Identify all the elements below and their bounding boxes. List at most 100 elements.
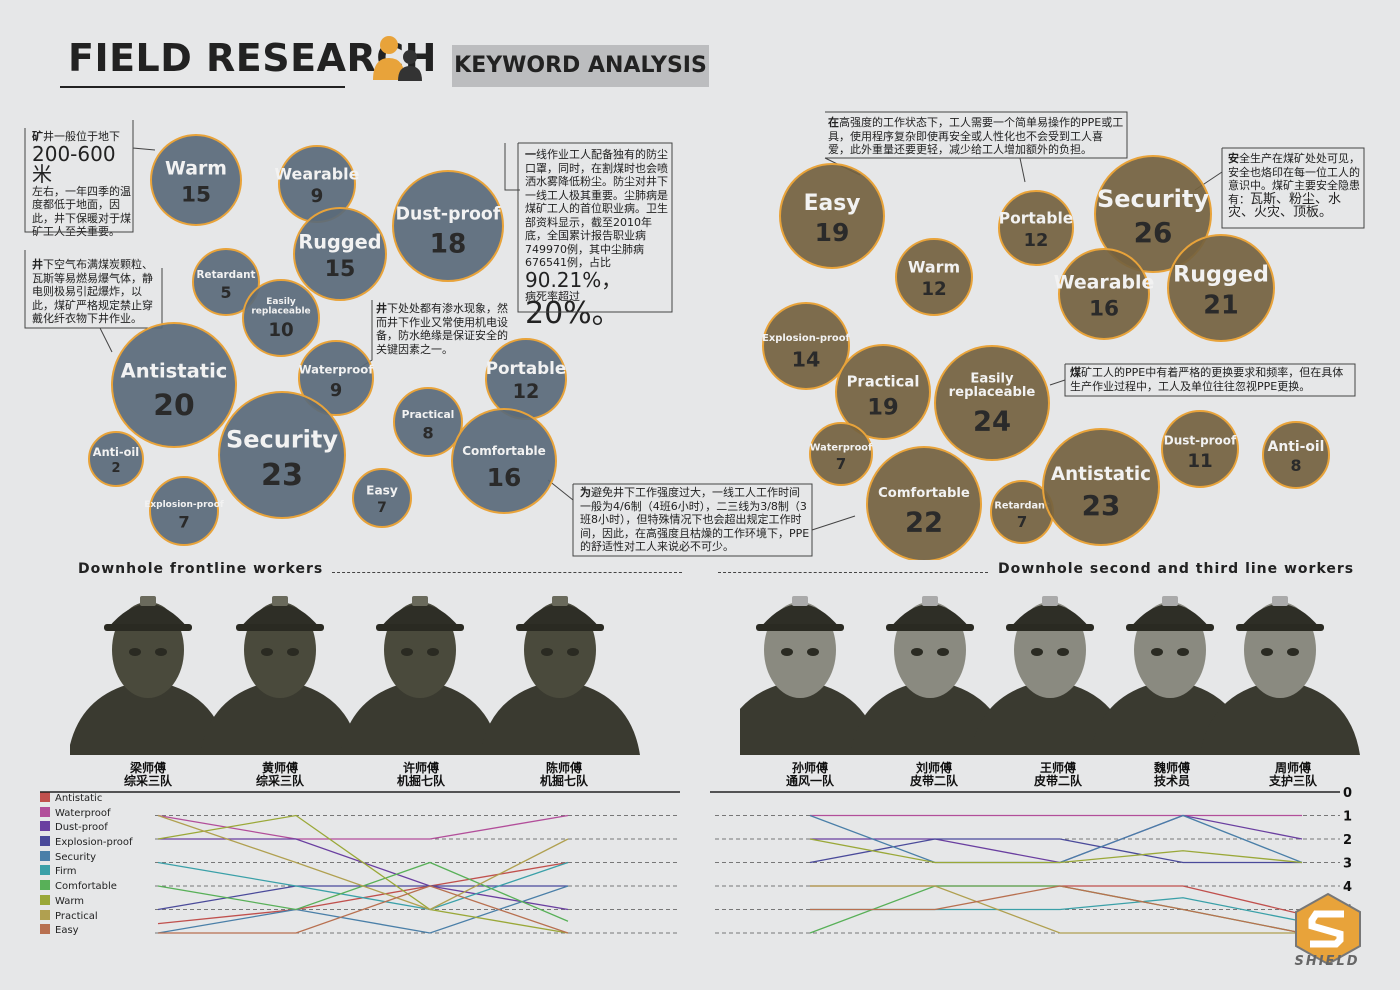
section-title-right: Downhole second and third line workers [998, 561, 1355, 577]
rank-label: 4 [1343, 880, 1352, 895]
bubble-label: Waterproof [299, 363, 375, 377]
legend-swatch [40, 894, 50, 905]
worker-label: 刘师傅 皮带二队 [909, 761, 958, 788]
bubble-rugged: Rugged 15 [293, 207, 387, 301]
legend-swatch [40, 792, 50, 802]
bubble-value: 16 [487, 463, 522, 492]
bubble-value: 18 [430, 228, 467, 259]
bubble-label: replaceable [949, 385, 1036, 400]
bubble-label: Warm [908, 257, 960, 276]
bubble-value: 9 [311, 186, 324, 207]
legend-swatch [40, 836, 50, 847]
legend-item: Dust-proof [40, 821, 180, 836]
legend-swatch [40, 924, 50, 935]
legend-label: Comfortable [55, 881, 117, 893]
rank-series-line [810, 885, 1302, 934]
bubble-label: Comfortable [462, 444, 546, 458]
bubble-value: 8 [1290, 456, 1301, 475]
bubble-label: Security [1097, 185, 1209, 213]
worker-label: 王师傅 皮带二队 [1033, 761, 1082, 788]
worker-portrait [200, 596, 360, 755]
bubble-value: 19 [867, 395, 898, 421]
bubble-value: 7 [178, 512, 189, 531]
rank-series-line [809, 838, 1302, 864]
worker-portrait [970, 596, 1130, 755]
bubble-antistatic: Antistatic 23 [1042, 428, 1160, 546]
bubble-label: Security [226, 425, 338, 453]
worker-label: 孙师傅 通风一队 [785, 761, 834, 788]
note-comfortable: 为避免井下工作强度过大，一线工人工作时间一般为4/6制（4班6小时），二三线为3… [580, 486, 810, 553]
bubble-label: Practical [847, 373, 920, 390]
logo-text: SHIELD [1294, 954, 1360, 969]
legend-item: Comfortable [40, 880, 180, 895]
legend-item: Explosion-proof [40, 836, 180, 851]
rank-label: 1 [1343, 810, 1352, 825]
bubble-warm: Warm 12 [895, 238, 973, 316]
worker-label: 魏师傅 技术员 [1153, 761, 1190, 788]
legend-item: Easy [40, 924, 180, 939]
worker-portrait [850, 596, 1010, 755]
bubble-security: Security 23 [218, 391, 346, 519]
rank-label: 3 [1343, 857, 1352, 872]
rank-series-line [157, 814, 569, 840]
section-title-left: Downhole frontline workers [78, 561, 324, 577]
bubble-anti-oil: Anti-oil 2 [88, 431, 144, 487]
rank-series-line [157, 814, 569, 934]
legend-label: Explosion-proof [55, 837, 133, 849]
bubble-value: 23 [1082, 489, 1121, 522]
worker-label: 陈师傅 机掘七队 [539, 761, 588, 788]
bubble-value: 22 [905, 507, 943, 538]
bubble-comfortable: Comfortable 22 [866, 446, 982, 560]
rank-series-line [157, 861, 569, 925]
legend-label: Dust-proof [55, 822, 108, 834]
bubble-label: Retardant [197, 269, 256, 281]
bubble-dust-proof: Dust-proof 18 [392, 170, 504, 282]
legend-label: Warm [55, 895, 85, 907]
legend-swatch [40, 850, 50, 861]
bubble-label: Easy [804, 191, 861, 216]
worker-portrait [70, 596, 228, 755]
note-easy: 在高强度的工作状态下，工人需要一个简单易操作的PPE或工具，使用程序复杂即使再安… [828, 116, 1124, 156]
bubble-value: 20 [153, 388, 194, 423]
rank-series-line [157, 814, 569, 911]
legend-item: Firm [40, 865, 180, 880]
legend-swatch [40, 880, 50, 891]
legend: Antistatic Waterproof Dust-proof Explosion-… [40, 792, 180, 939]
bubble-label: Practical [402, 408, 455, 421]
legend-label: Practical [55, 910, 98, 922]
bubble-value: 10 [268, 320, 293, 341]
bubble-label: Explosion-proof [762, 333, 850, 344]
worker-label: 周师傅 支护三队 [1268, 761, 1317, 788]
bubble-value: 8 [422, 423, 433, 442]
rank-label: 0 [1343, 786, 1352, 801]
note-easily-replaceable: 煤矿工人的PPE中有着严格的更换要求和频率，但在具体生产作业过程中，工人及单位往… [1070, 366, 1344, 393]
legend-label: Firm [55, 866, 77, 878]
worker-portrait [480, 596, 640, 755]
legend-swatch [40, 909, 50, 920]
worker-portrait [1090, 596, 1250, 755]
bubble-value: 14 [792, 348, 821, 372]
bubble-easy: Easy 7 [352, 468, 412, 528]
bubble-waterproof: Waterproof 7 [809, 422, 873, 486]
legend-item: Waterproof [40, 806, 180, 822]
rank-series-line [157, 861, 569, 911]
note-antistatic: 井下空气布满煤炭颗粒、瓦斯等易燃易爆气体，静电则极易引起爆炸，以此，煤矿严格规定… [32, 258, 153, 325]
legend-item: Security [40, 850, 180, 866]
bubble-explosion-proof: Explosion-proof 14 [762, 302, 851, 390]
bubble-antistatic: Antistatic 20 [111, 322, 237, 448]
keyword-analysis-title: KEYWORD ANALYSIS [454, 53, 707, 78]
bubble-wearable: Wearable 9 [275, 145, 360, 223]
legend-label: Easy [55, 925, 79, 937]
ranking-chart: 0123456 [40, 786, 1352, 942]
bubble-label: Easily [970, 371, 1014, 386]
worker-portrait [340, 596, 500, 755]
bubble-chart: Warm 15 Wearable 9 Dust-proof 18 Rugged 15 Retar… [24, 111, 1365, 560]
bubble-value: 12 [513, 380, 540, 403]
bubble-value: 12 [921, 279, 946, 300]
legend-label: Antistatic [55, 793, 103, 804]
legend-swatch [40, 821, 50, 832]
